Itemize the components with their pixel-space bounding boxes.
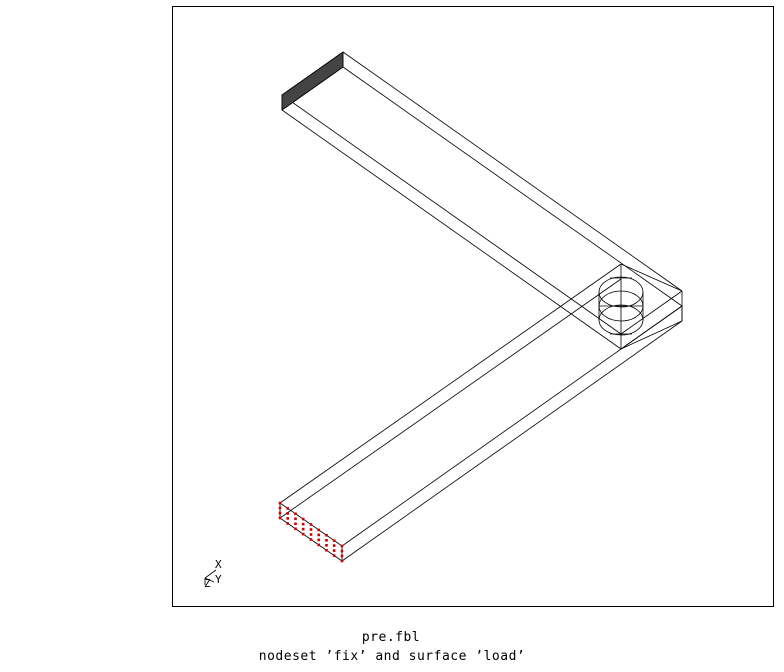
load-node	[301, 517, 305, 521]
load-node	[317, 538, 320, 542]
load-node	[294, 517, 297, 521]
axis-z-label: Z	[204, 577, 211, 590]
load-node	[317, 528, 320, 532]
load-node	[294, 512, 297, 516]
load-node	[309, 533, 313, 536]
load-node	[332, 554, 336, 557]
load-node	[301, 532, 305, 536]
load-node	[325, 534, 328, 537]
load-node	[286, 517, 289, 520]
bolt-hole-cylinder	[598, 276, 644, 336]
axis-triad	[204, 569, 217, 585]
figure-caption: nodeset ’fix’ and surface ’load’	[258, 649, 526, 664]
load-node	[332, 544, 336, 547]
load-node	[332, 549, 336, 552]
fix-nodeset-face	[281, 51, 344, 111]
load-node	[340, 559, 344, 563]
load-node	[294, 522, 297, 526]
load-node	[317, 533, 320, 537]
top-arm	[281, 51, 683, 350]
load-node	[309, 528, 313, 531]
load-node	[286, 512, 289, 515]
load-surface-nodes	[278, 501, 344, 563]
file-name-caption: pre.fbl	[361, 630, 421, 645]
graphics-viewport[interactable]	[172, 6, 774, 607]
load-node	[278, 511, 282, 515]
load-node	[340, 549, 344, 553]
load-node	[317, 543, 320, 547]
load-node	[309, 523, 313, 526]
load-node	[325, 544, 328, 547]
load-node	[340, 554, 344, 558]
load-node	[340, 544, 344, 548]
load-node	[286, 522, 289, 525]
load-node	[278, 506, 282, 510]
load-node	[286, 507, 289, 510]
load-node	[278, 516, 282, 520]
load-node	[294, 527, 297, 531]
load-node	[278, 501, 282, 505]
load-node	[301, 527, 305, 531]
load-node	[325, 549, 328, 552]
bottom-arm	[279, 263, 683, 562]
load-node	[301, 522, 305, 526]
axis-y-label: Y	[215, 573, 222, 586]
axis-x-label: X	[215, 558, 222, 571]
load-node	[325, 539, 328, 542]
load-node	[309, 538, 313, 541]
load-node	[332, 539, 336, 542]
